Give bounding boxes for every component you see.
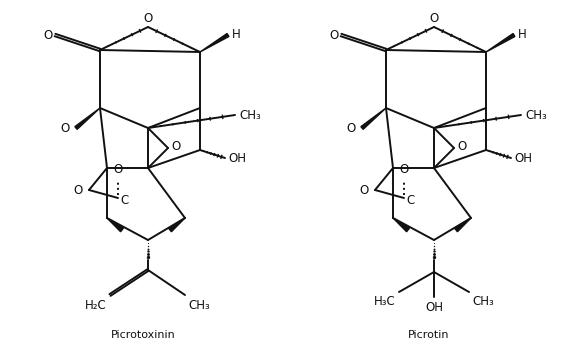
Polygon shape	[200, 33, 229, 52]
Polygon shape	[169, 218, 185, 232]
Text: O: O	[329, 28, 339, 41]
Text: O: O	[457, 140, 466, 153]
Text: O: O	[399, 163, 408, 176]
Text: O: O	[360, 184, 369, 197]
Text: H: H	[232, 27, 241, 41]
Text: Picrotin: Picrotin	[408, 330, 450, 340]
Text: CH₃: CH₃	[472, 295, 494, 308]
Text: C: C	[120, 194, 128, 207]
Text: O: O	[347, 122, 356, 135]
Text: O: O	[430, 12, 439, 25]
Text: OH: OH	[228, 152, 246, 165]
Text: C: C	[406, 194, 414, 207]
Polygon shape	[455, 218, 471, 232]
Text: H₂C: H₂C	[85, 299, 107, 312]
Polygon shape	[361, 108, 386, 129]
Text: O: O	[113, 163, 122, 176]
Text: CH₃: CH₃	[239, 108, 261, 122]
Text: H₃C: H₃C	[374, 295, 396, 308]
Polygon shape	[393, 218, 410, 232]
Text: OH: OH	[425, 301, 443, 314]
Text: Picrotoxinin: Picrotoxinin	[110, 330, 176, 340]
Text: O: O	[144, 12, 153, 25]
Polygon shape	[486, 33, 515, 52]
Text: O: O	[74, 184, 83, 197]
Polygon shape	[107, 218, 124, 232]
Text: O: O	[171, 140, 180, 153]
Text: H: H	[518, 27, 527, 41]
Polygon shape	[75, 108, 100, 129]
Text: OH: OH	[514, 152, 532, 165]
Text: O: O	[43, 28, 53, 41]
Text: CH₃: CH₃	[525, 108, 547, 122]
Text: O: O	[61, 122, 70, 135]
Text: CH₃: CH₃	[188, 299, 210, 312]
